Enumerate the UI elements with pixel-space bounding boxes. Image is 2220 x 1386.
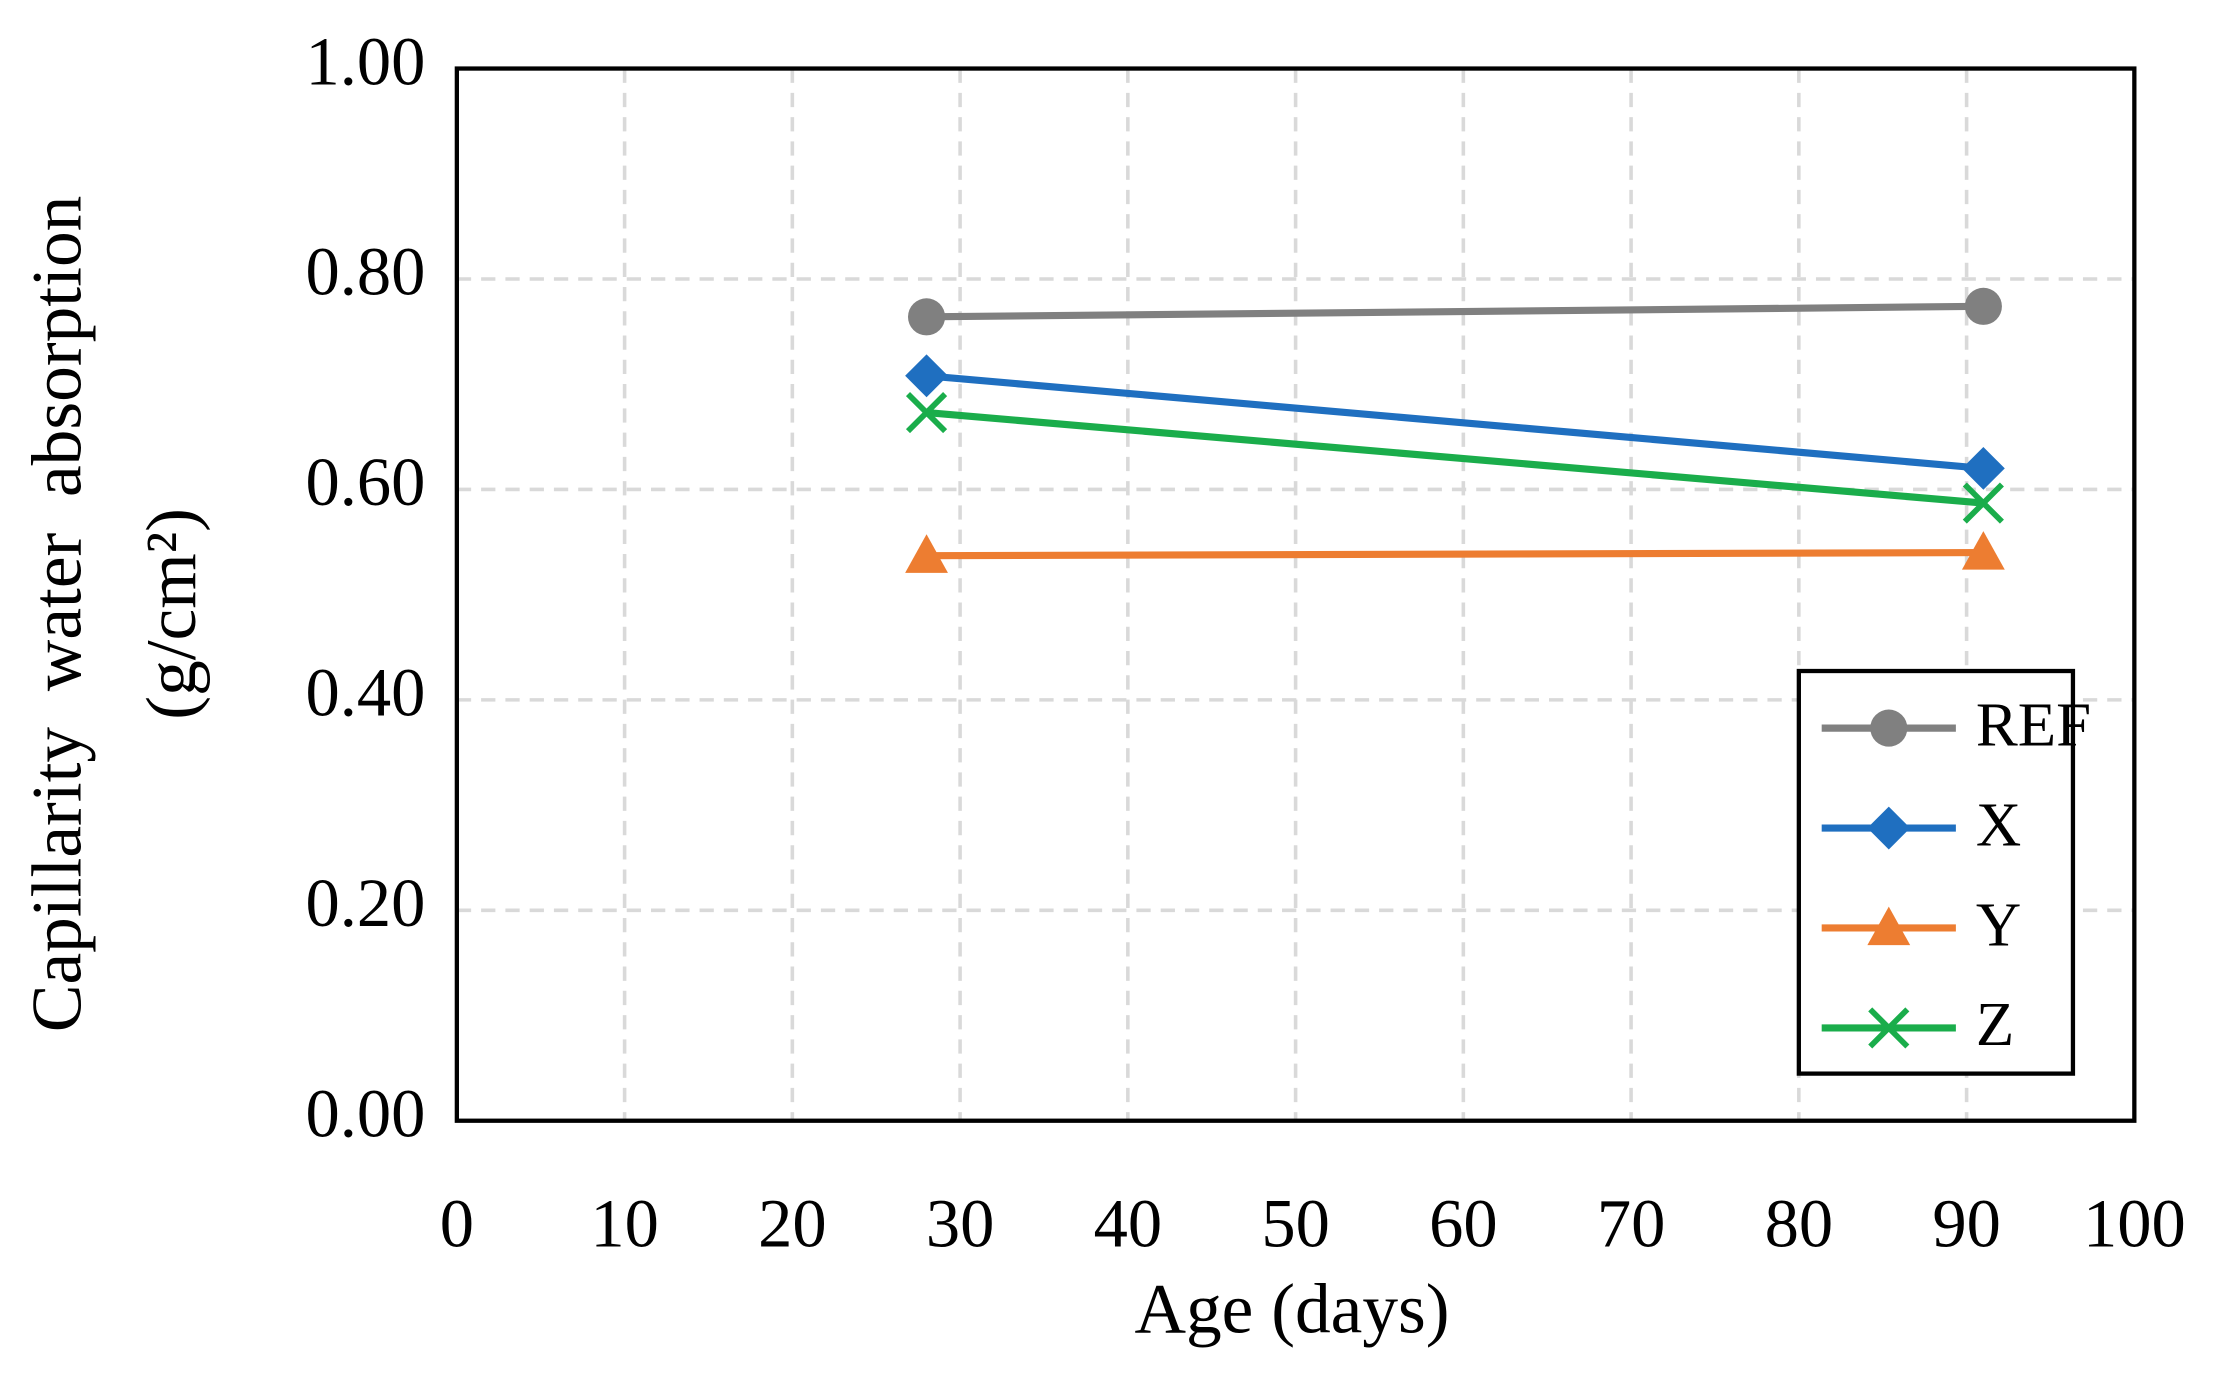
legend-symbol	[1867, 806, 1911, 850]
x-tick-label: 10	[590, 1185, 659, 1261]
x-tick-label: 0	[440, 1185, 474, 1261]
data-point	[905, 392, 948, 434]
x-tick-label: 100	[2083, 1185, 2186, 1261]
x-axis-label: Age (days)	[1134, 1270, 1449, 1349]
y-axis-label: Capillarity water absorption	[18, 196, 97, 1032]
series-line	[926, 302, 1984, 321]
series-line	[926, 409, 1984, 507]
plot-frame	[454, 66, 2137, 1123]
data-point	[1961, 446, 2005, 490]
y-axis-unit: (g/cm²)	[132, 508, 211, 720]
legend-label: Z	[1976, 989, 2014, 1059]
legend-symbol	[1868, 1007, 1910, 1049]
data-point	[1961, 531, 2005, 570]
data-point	[905, 354, 948, 398]
x-tick-label: 50	[1261, 1185, 1330, 1261]
data-point	[1962, 482, 2004, 524]
legend-label: X	[1976, 789, 2021, 859]
x-tick-label: 70	[1597, 1185, 1666, 1261]
y-tick-label: 0.80	[306, 234, 426, 310]
data-point	[905, 534, 948, 573]
legend-box	[1796, 668, 2076, 1076]
x-tick-label: 80	[1765, 1185, 1834, 1261]
x-tick-label: 90	[1932, 1185, 2001, 1261]
series-line	[926, 548, 1984, 560]
y-tick-label: 0.00	[306, 1075, 426, 1151]
x-tick-label: 30	[926, 1185, 995, 1261]
y-tick-label: 0.20	[306, 865, 426, 941]
data-point	[1964, 287, 2002, 325]
y-tick-label: 0.40	[306, 655, 426, 731]
data-point	[907, 298, 946, 336]
legend-label: REF	[1976, 689, 2091, 759]
legend-symbol	[1870, 709, 1908, 747]
series-line	[926, 372, 1984, 472]
y-tick-label: 0.60	[306, 444, 426, 520]
x-tick-label: 20	[758, 1185, 827, 1261]
legend-symbol	[1867, 906, 1911, 946]
y-tick-label: 1.00	[306, 23, 426, 99]
x-tick-label: 40	[1094, 1185, 1163, 1261]
legend-label: Y	[1976, 889, 2021, 959]
x-tick-label: 60	[1429, 1185, 1498, 1261]
